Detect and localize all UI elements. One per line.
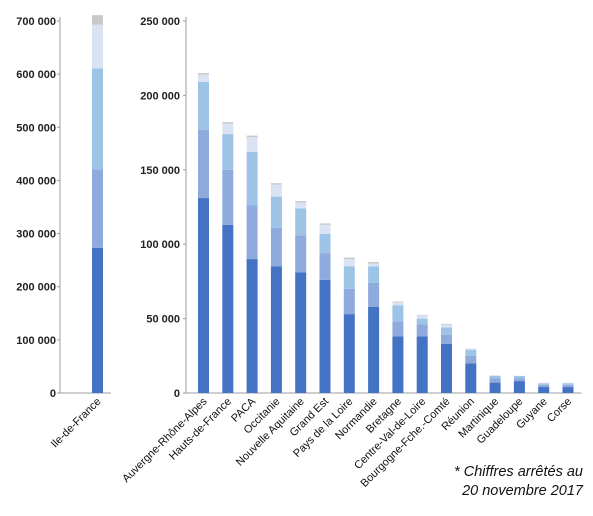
bar-segment <box>368 282 380 307</box>
bar-segment <box>416 314 428 316</box>
bar-segment <box>465 363 477 393</box>
bar-segment <box>295 201 307 203</box>
category-label: Corse <box>545 396 574 425</box>
bar-segment <box>92 169 103 248</box>
bar-segment <box>246 135 258 138</box>
bar-segment <box>562 383 574 385</box>
y-tick-label: 250 000 <box>140 16 180 28</box>
bar-segment <box>343 259 355 267</box>
bar-segment <box>416 315 428 319</box>
bar-segment <box>92 24 103 69</box>
bar-segment <box>222 123 234 135</box>
bar-segment <box>465 348 477 350</box>
bar-segment <box>562 387 574 393</box>
bar-segment <box>343 288 355 315</box>
bar-segment <box>270 227 282 267</box>
bar-segment <box>416 324 428 337</box>
y-tick-label: 700 000 <box>16 16 56 28</box>
bar-segment <box>295 272 307 393</box>
bar-segment <box>198 73 209 75</box>
bar-segment <box>198 74 209 83</box>
bar-segment <box>513 381 525 393</box>
bar-segment <box>295 208 307 236</box>
bar-segment <box>538 384 550 388</box>
bar-segment <box>441 334 452 344</box>
bar-segment <box>562 384 574 388</box>
bar-segment <box>222 224 234 393</box>
y-tick-label: 400 000 <box>16 175 56 187</box>
bar-segment <box>92 68 103 170</box>
y-tick-label: 100 000 <box>16 335 56 347</box>
bar-segment <box>441 323 452 325</box>
bar-segment <box>538 387 550 393</box>
bar-segment <box>319 224 331 234</box>
bar-segment <box>392 301 404 303</box>
bar-segment <box>246 151 258 206</box>
bar-segment <box>246 137 258 152</box>
bar-segment <box>368 306 380 393</box>
y-tick-label: 600 000 <box>16 69 56 81</box>
bar-segment <box>343 266 355 289</box>
footnote-line2: 20 novembre 2017 <box>462 483 583 499</box>
bar-segment <box>92 247 103 393</box>
bar-segment <box>198 198 209 393</box>
y-tick-label: 500 000 <box>16 122 56 134</box>
bar-segment <box>368 263 380 267</box>
bar-segment <box>246 205 258 260</box>
bar-segment <box>441 327 452 335</box>
bar-segment <box>465 355 477 364</box>
bar-segment <box>319 279 331 393</box>
bar-segment <box>416 336 428 393</box>
category-label: Ile-de-France <box>49 396 104 451</box>
bar-segment <box>489 382 501 393</box>
bar-segment <box>92 15 103 25</box>
y-tick-label: 200 000 <box>16 282 56 294</box>
bar-segment <box>222 169 234 225</box>
bar-segment <box>392 305 404 322</box>
bar-segment <box>295 202 307 209</box>
bar-segment <box>489 378 501 383</box>
bar-segment <box>343 314 355 393</box>
y-tick-label: 150 000 <box>140 165 180 177</box>
bar-segment <box>270 196 282 228</box>
bar-segment <box>343 257 355 260</box>
bar-segment <box>489 375 501 379</box>
bar-segment <box>368 262 380 264</box>
bar-segment <box>416 318 428 325</box>
footnote: * Chiffres arrêtés au 20 novembre 2017 <box>454 463 583 501</box>
bar-segment <box>513 378 525 382</box>
bar-segment <box>198 129 209 199</box>
bar-segment <box>319 233 331 254</box>
bar-segment <box>538 382 550 384</box>
y-tick-label: 100 000 <box>140 239 180 251</box>
footnote-line1: * Chiffres arrêtés au <box>454 464 583 480</box>
y-tick-label: 50 000 <box>146 314 180 326</box>
bar-segment <box>489 375 501 376</box>
bar-segment <box>222 134 234 170</box>
y-tick-label: 200 000 <box>140 90 180 102</box>
bar-segment <box>441 324 452 328</box>
bar-segment <box>441 343 452 393</box>
bar-segment <box>295 235 307 273</box>
bar-segment <box>246 259 258 393</box>
bar-segment <box>222 122 234 124</box>
y-tick-label: 0 <box>50 388 56 400</box>
bar-segment <box>513 375 525 379</box>
bar-segment <box>538 383 550 385</box>
y-tick-label: 300 000 <box>16 229 56 241</box>
bar-segment <box>270 183 282 185</box>
bar-segment <box>368 266 380 283</box>
bar-segment <box>562 382 574 384</box>
bar-segment <box>392 302 404 306</box>
bar-segment <box>270 184 282 197</box>
bar-segment <box>392 336 404 393</box>
bar-segment <box>319 253 331 280</box>
bar-segment <box>319 223 331 225</box>
bar-segment <box>392 321 404 337</box>
bar-segment <box>465 349 477 356</box>
y-tick-label: 0 <box>174 388 180 400</box>
bar-segment <box>198 82 209 130</box>
bar-segment <box>270 266 282 393</box>
